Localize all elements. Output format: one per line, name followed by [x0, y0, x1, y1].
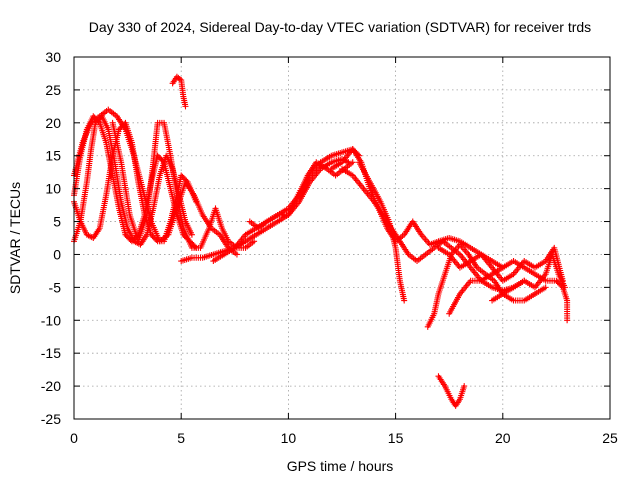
series-track-12: [356, 159, 408, 304]
trace-marker: [191, 243, 198, 250]
y-tick-label: -25: [41, 411, 61, 427]
x-tick-label: 25: [602, 430, 618, 446]
data-point: [542, 284, 549, 291]
data-point: [251, 238, 258, 245]
trace-marker: [176, 75, 183, 82]
trace-marker: [557, 281, 564, 288]
x-tick-label: 10: [281, 430, 297, 446]
trace-marker: [152, 235, 159, 242]
trace-marker: [183, 177, 190, 184]
x-axis-label: GPS time / hours: [287, 458, 394, 474]
series-track-16: [446, 258, 571, 324]
y-tick-label: 0: [53, 246, 61, 262]
grid-layer: [74, 57, 610, 419]
series-track-15: [435, 244, 566, 284]
trace-marker: [130, 236, 137, 243]
data-point: [553, 277, 560, 284]
series-track-17: [489, 251, 568, 304]
series-track-6: [169, 73, 189, 110]
plot-frame: [73, 56, 611, 420]
data-point: [564, 317, 571, 324]
trace-marker: [159, 157, 166, 164]
y-tick-label: 20: [45, 115, 61, 131]
trace-marker: [117, 125, 124, 132]
data-point: [122, 231, 129, 238]
y-axis-label: SDTVAR / TECUs: [7, 182, 23, 294]
trace-marker: [157, 155, 164, 162]
trace-marker: [119, 122, 126, 129]
y-tick-label: 25: [45, 82, 61, 98]
data-point: [233, 251, 240, 258]
y-tick-label: -20: [41, 378, 61, 394]
data-point: [182, 103, 189, 110]
x-tick-label: 0: [70, 430, 78, 446]
y-tick-label: 15: [45, 148, 61, 164]
trace-marker: [180, 175, 187, 182]
x-tick-label: 20: [495, 430, 511, 446]
series-track-14: [435, 373, 468, 409]
data-point: [148, 231, 155, 238]
trace-marker: [150, 234, 157, 241]
trace-marker: [155, 154, 162, 161]
data-point: [193, 198, 200, 205]
data-point: [128, 238, 135, 245]
y-tick-label: 10: [45, 181, 61, 197]
trace-marker: [126, 235, 133, 242]
data-point: [461, 383, 468, 390]
data-point: [349, 159, 356, 166]
data-point: [561, 284, 568, 291]
chart-title: Day 330 of 2024, Sidereal Day-to-day VTE…: [89, 19, 591, 35]
y-tick-label: -5: [49, 279, 62, 295]
y-tick-label: -10: [41, 312, 61, 328]
data-point: [116, 126, 123, 133]
x-tick-label: 15: [388, 430, 404, 446]
x-tick-label: 5: [177, 430, 185, 446]
data-point: [90, 113, 97, 120]
trace-marker: [125, 234, 132, 241]
trace-marker: [153, 236, 160, 243]
trace-marker: [182, 176, 189, 183]
data-points-layer: [71, 73, 571, 409]
trace-marker: [118, 123, 125, 130]
series-track-5: [109, 119, 258, 251]
data-point: [188, 231, 195, 238]
series-track-9: [246, 159, 356, 232]
trace-marker: [149, 233, 156, 240]
data-point: [178, 172, 185, 179]
y-tick-label: 30: [45, 49, 61, 65]
y-tick-label: -15: [41, 345, 61, 361]
trace-marker: [123, 233, 130, 240]
trace-marker: [179, 173, 186, 180]
data-point: [401, 297, 408, 304]
y-tick-label: 5: [53, 214, 61, 230]
axis-ticks: 0 5 10 15 20 25 -25 -20 -15 -10 -5 0 5 10 15 20 25 30: [41, 49, 618, 446]
trace-marker: [158, 156, 165, 163]
